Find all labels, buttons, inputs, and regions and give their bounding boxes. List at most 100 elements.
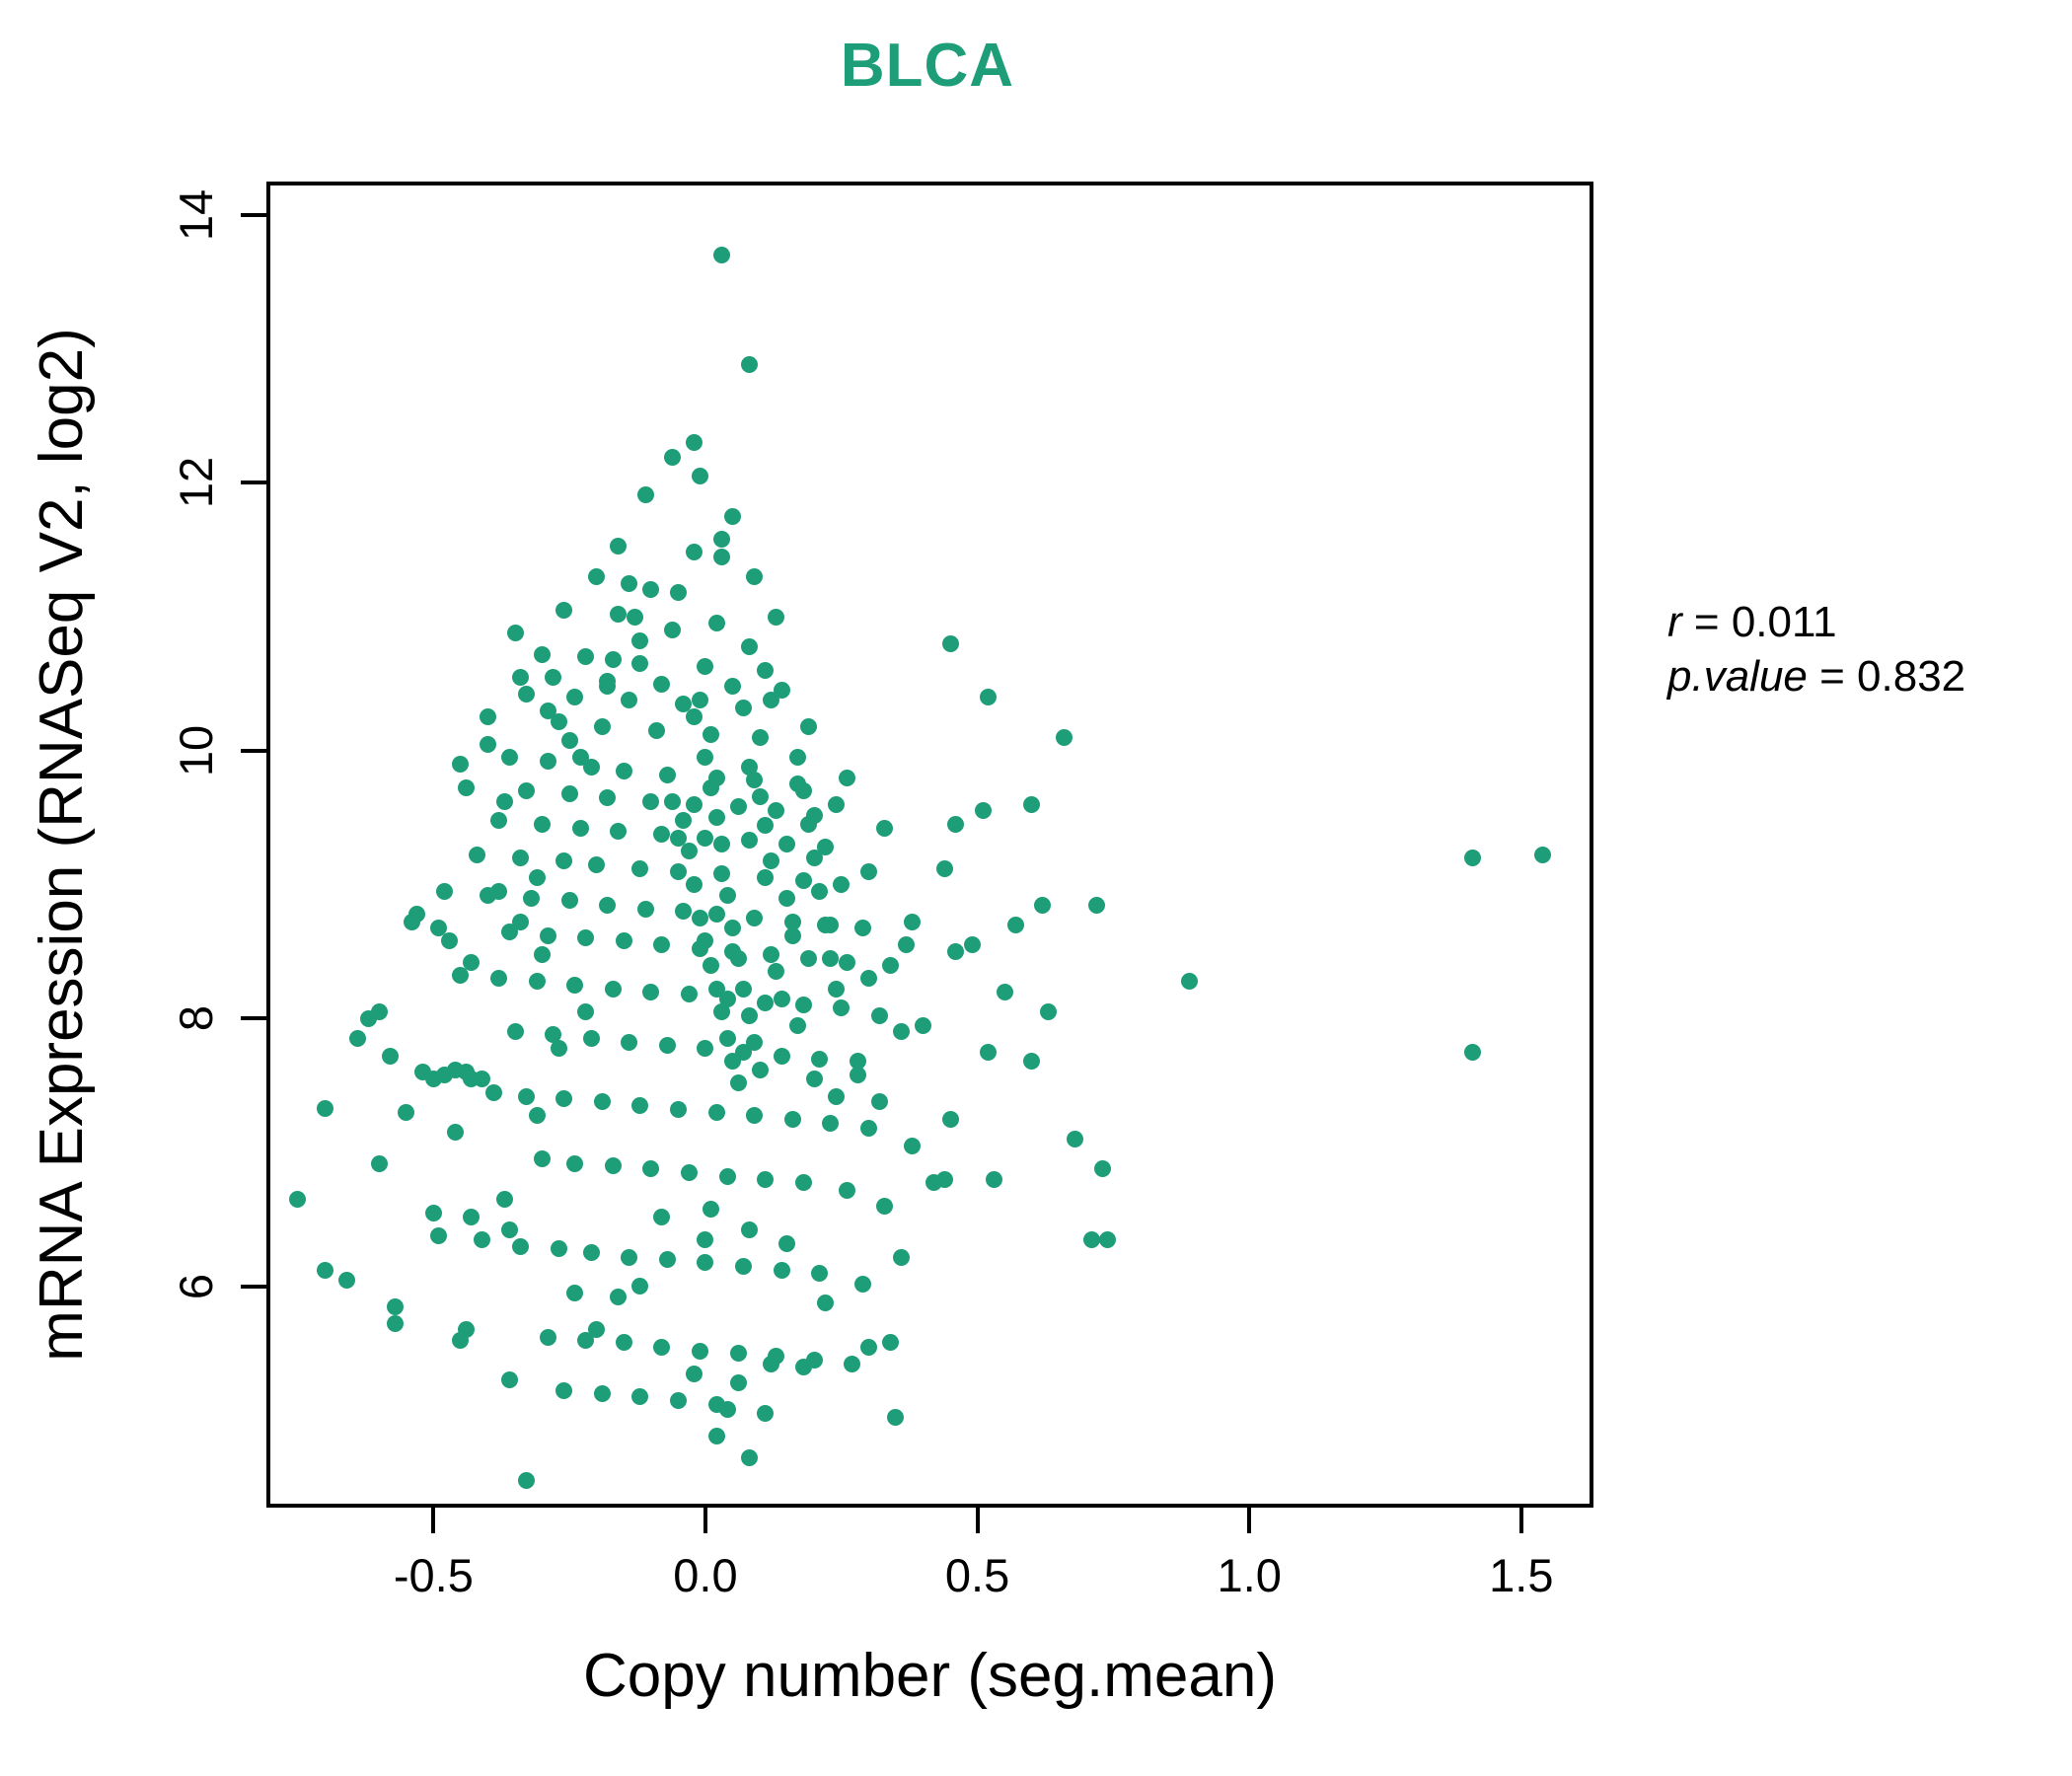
data-point [702, 726, 719, 744]
data-point [506, 1023, 524, 1041]
data-point [495, 792, 513, 810]
y-tick-label-wrap: 10 [170, 725, 222, 777]
data-point [811, 882, 829, 900]
data-point [729, 949, 747, 967]
r-equals: = [1681, 598, 1732, 646]
data-point [794, 997, 812, 1014]
data-point [577, 929, 595, 947]
pvalue-line: p.value = 0.832 [1667, 650, 1965, 704]
data-point [778, 1234, 796, 1252]
data-point [729, 798, 747, 816]
data-point [794, 1173, 812, 1191]
data-point [675, 811, 693, 829]
y-tick-mark [241, 1284, 270, 1289]
data-point [768, 802, 785, 820]
data-point [490, 970, 508, 988]
data-point [724, 678, 742, 696]
data-point [686, 795, 703, 813]
data-point [588, 1320, 606, 1338]
data-point [985, 1170, 1002, 1188]
data-point [669, 862, 687, 880]
data-point [783, 926, 801, 944]
data-point [849, 1053, 866, 1071]
data-point [566, 689, 584, 706]
data-point [479, 735, 496, 753]
data-point [746, 567, 764, 585]
data-point [468, 847, 485, 864]
data-point [735, 1258, 753, 1276]
data-point [768, 963, 785, 981]
data-point [1056, 728, 1073, 746]
data-point [729, 1374, 747, 1392]
data-point [658, 1251, 676, 1269]
data-point [523, 889, 541, 907]
data-point [669, 1101, 687, 1119]
plot-area: 6 8 10 12 14 -0.5 0.0 0.5 1.0 1.5 [170, 182, 1593, 1598]
data-point [718, 1030, 736, 1048]
y-tick-mark [241, 1016, 270, 1021]
data-point [1181, 972, 1199, 990]
data-point [316, 1099, 333, 1117]
p-equals: = [1807, 651, 1858, 701]
data-point [517, 1472, 535, 1490]
data-point [859, 1338, 877, 1356]
p-value: 0.832 [1857, 651, 1966, 701]
x-tick-mark [703, 1504, 707, 1533]
data-point [697, 1230, 714, 1248]
data-point [550, 1240, 567, 1258]
data-point [621, 574, 638, 592]
data-point [517, 782, 535, 800]
data-point [621, 1034, 638, 1052]
data-point [892, 1248, 910, 1266]
data-point [816, 916, 834, 933]
data-point [838, 953, 855, 971]
data-point [800, 816, 818, 834]
data-point [610, 537, 628, 555]
x-tick-mark [1518, 1504, 1523, 1533]
data-point [408, 906, 426, 924]
data-point [604, 1157, 622, 1175]
data-point [713, 1003, 731, 1021]
data-point [859, 1120, 877, 1138]
data-point [680, 986, 698, 1003]
data-point [452, 967, 470, 985]
data-point [740, 356, 758, 374]
y-tick-label: 8 [170, 1005, 222, 1032]
data-point [1088, 896, 1106, 914]
data-point [642, 983, 660, 1000]
data-point [773, 1262, 790, 1280]
x-tick-label: 1.0 [1217, 1549, 1282, 1601]
y-tick-mark [241, 481, 270, 485]
data-point [811, 1264, 829, 1282]
data-point [555, 1090, 573, 1108]
data-point [555, 1382, 573, 1400]
data-point [550, 712, 567, 730]
data-point [740, 637, 758, 655]
data-point [881, 1334, 899, 1352]
x-tick-label: -0.5 [393, 1549, 474, 1601]
data-point [610, 1289, 628, 1306]
data-point [588, 855, 606, 873]
data-point [636, 900, 654, 918]
y-tick-mark [241, 212, 270, 217]
data-point [642, 792, 660, 810]
data-point [517, 686, 535, 703]
data-point [686, 708, 703, 726]
x-tick-mark [975, 1504, 980, 1533]
data-point [539, 702, 556, 719]
data-point [528, 869, 546, 887]
data-point [903, 1137, 921, 1154]
data-point [539, 753, 556, 771]
data-point [707, 1103, 725, 1121]
data-point [381, 1047, 399, 1065]
data-point [718, 887, 736, 904]
data-point [528, 972, 546, 990]
data-point [751, 787, 769, 805]
data-point [707, 906, 725, 924]
data-point [778, 836, 796, 853]
data-point [827, 981, 845, 999]
data-point [337, 1271, 355, 1289]
data-point [615, 1334, 632, 1352]
data-point [680, 843, 698, 860]
